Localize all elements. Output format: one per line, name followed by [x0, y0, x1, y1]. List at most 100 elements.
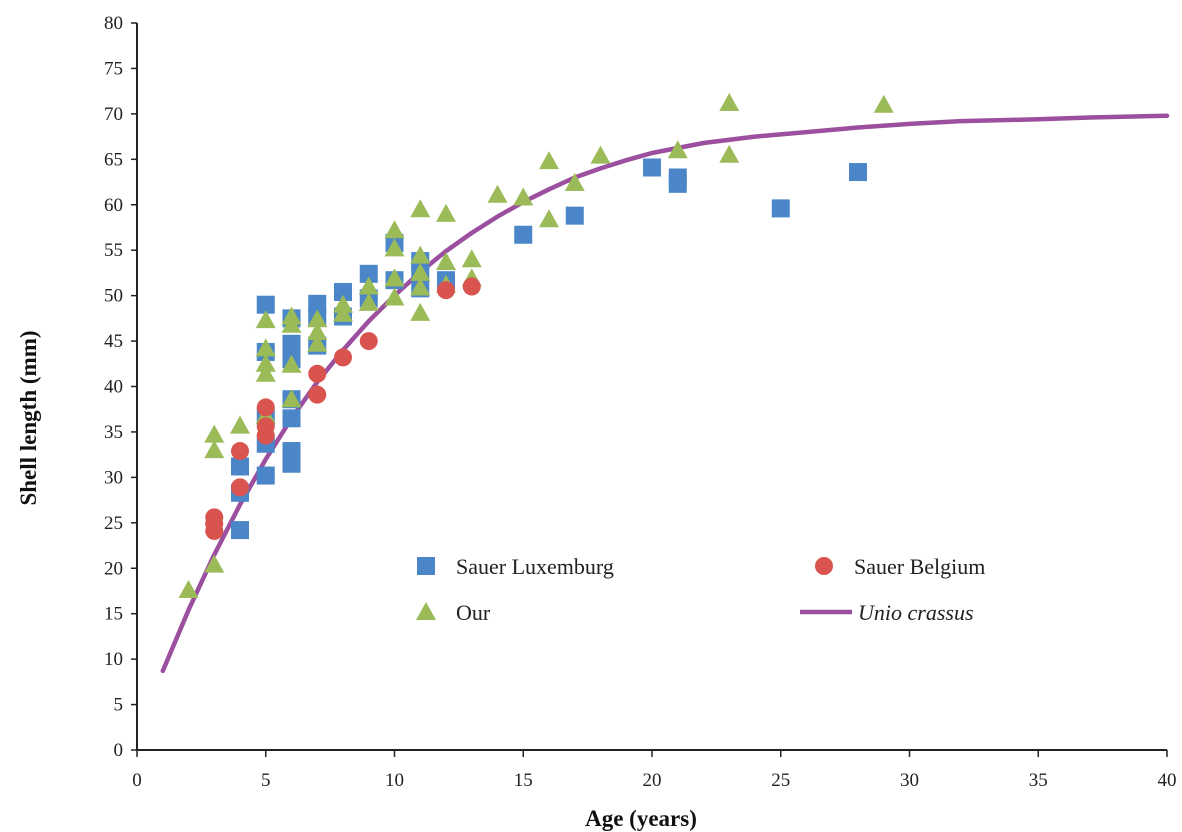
- data-point-our: [384, 220, 405, 239]
- data-point-our: [461, 249, 482, 268]
- data-point-our: [204, 554, 225, 573]
- data-point-sauer-belgium: [308, 364, 327, 383]
- y-tick-label: 15: [104, 604, 123, 625]
- data-point-sauer-luxemburg: [359, 264, 378, 283]
- data-point-sauer-belgium: [256, 398, 275, 417]
- data-point-our: [539, 209, 559, 228]
- data-point-sauer-luxemburg: [256, 466, 275, 485]
- legend-swatch-our: [416, 602, 436, 620]
- data-point-sauer-belgium: [437, 281, 455, 300]
- data-point-sauer-belgium: [308, 385, 327, 404]
- data-point-sauer-belgium: [462, 277, 481, 296]
- legend-label-sauer-belgium: Sauer Belgium: [854, 554, 985, 579]
- data-point-our: [564, 172, 585, 191]
- data-point-our: [487, 184, 508, 203]
- data-point-our: [410, 277, 431, 296]
- y-tick-label: 55: [104, 240, 123, 261]
- data-point-our: [333, 303, 353, 322]
- legend-swatch-sauer-belgium: [815, 557, 833, 575]
- data-point-our: [384, 238, 405, 257]
- x-tick-label: 0: [132, 770, 142, 791]
- data-point-our: [281, 389, 302, 408]
- data-point-our: [513, 187, 534, 206]
- data-point-sauer-luxemburg: [282, 334, 301, 353]
- data-point-sauer-luxemburg: [849, 163, 867, 182]
- y-tick-label: 45: [104, 331, 123, 352]
- y-tick-label: 65: [104, 149, 123, 170]
- data-point-our: [358, 276, 379, 295]
- data-point-our: [410, 199, 431, 218]
- data-point-sauer-luxemburg: [231, 521, 249, 540]
- legend-label-sauer-luxemburg: Sauer Luxemburg: [456, 554, 614, 579]
- x-tick-label: 20: [643, 770, 662, 791]
- data-point-our: [436, 203, 456, 222]
- data-point-our: [873, 94, 894, 113]
- data-point-our: [307, 333, 328, 352]
- data-point-sauer-luxemburg: [643, 158, 661, 177]
- data-point-our: [204, 424, 225, 443]
- data-points-layer: [178, 92, 894, 599]
- y-tick-label: 5: [114, 695, 124, 716]
- data-point-sauer-belgium: [231, 478, 249, 497]
- y-axis-title: Shell length (mm): [16, 330, 41, 505]
- x-tick-label: 25: [771, 770, 790, 791]
- data-point-our: [307, 321, 328, 340]
- data-point-our: [590, 145, 611, 164]
- y-tick-label: 25: [104, 513, 123, 534]
- data-point-sauer-luxemburg: [231, 457, 249, 476]
- data-point-sauer-luxemburg: [514, 225, 533, 244]
- data-point-our: [410, 302, 431, 321]
- data-point-our: [204, 440, 225, 459]
- data-point-our: [539, 151, 559, 170]
- data-point-sauer-luxemburg: [334, 282, 352, 301]
- x-tick-label: 35: [1029, 770, 1048, 791]
- legend-label-unio-crassus: Unio crassus: [858, 600, 974, 625]
- data-point-sauer-luxemburg: [668, 168, 687, 187]
- data-point-our: [410, 245, 431, 264]
- data-point-sauer-belgium: [205, 508, 224, 527]
- data-point-sauer-luxemburg: [308, 294, 327, 313]
- y-tick-label: 80: [104, 13, 123, 34]
- axes: 0 5 10 15 20 25 30 35 40 45 50 55 60 65 70 75 80 0 5 10 15 20…: [104, 13, 1177, 791]
- y-tick-label: 35: [104, 422, 123, 443]
- y-tick-label: 30: [104, 467, 123, 488]
- data-point-sauer-luxemburg: [565, 206, 584, 225]
- x-tick-label: 10: [385, 770, 404, 791]
- data-point-sauer-luxemburg: [256, 295, 275, 314]
- legend: Sauer Luxemburg Sauer Belgium Our Unio cras…: [416, 554, 985, 625]
- y-tick-label: 60: [104, 195, 123, 216]
- x-axis-title: Age (years): [585, 806, 697, 831]
- x-tick-label: 5: [261, 770, 271, 791]
- data-point-our: [410, 262, 431, 281]
- y-tick-label: 10: [104, 649, 123, 670]
- data-point-our: [719, 92, 740, 111]
- data-point-sauer-belgium: [359, 332, 378, 351]
- data-point-sauer-luxemburg: [282, 442, 301, 461]
- data-point-our: [384, 287, 405, 306]
- y-tick-label: 70: [104, 104, 123, 125]
- data-point-our: [255, 353, 276, 372]
- data-point-our: [436, 252, 456, 271]
- y-tick-label: 75: [104, 58, 123, 79]
- data-point-our: [358, 292, 379, 311]
- x-tick-label: 30: [900, 770, 919, 791]
- data-point-our: [667, 140, 688, 159]
- data-point-our: [230, 415, 250, 434]
- y-tick-label: 20: [104, 558, 123, 579]
- data-point-our: [719, 144, 740, 163]
- data-point-sauer-luxemburg: [771, 199, 790, 218]
- data-point-our: [307, 309, 328, 328]
- y-tick-label: 0: [114, 740, 124, 761]
- y-tick-label: 40: [104, 377, 123, 398]
- x-tick-label: 40: [1158, 770, 1177, 791]
- data-point-sauer-belgium: [334, 348, 352, 367]
- data-point-our: [178, 580, 199, 599]
- data-point-our: [255, 363, 276, 382]
- data-point-our: [281, 354, 302, 373]
- data-point-our: [333, 294, 353, 313]
- y-tick-label: 50: [104, 286, 123, 307]
- x-tick-label: 15: [514, 770, 533, 791]
- data-point-our: [255, 338, 276, 357]
- data-point-sauer-luxemburg: [282, 409, 301, 428]
